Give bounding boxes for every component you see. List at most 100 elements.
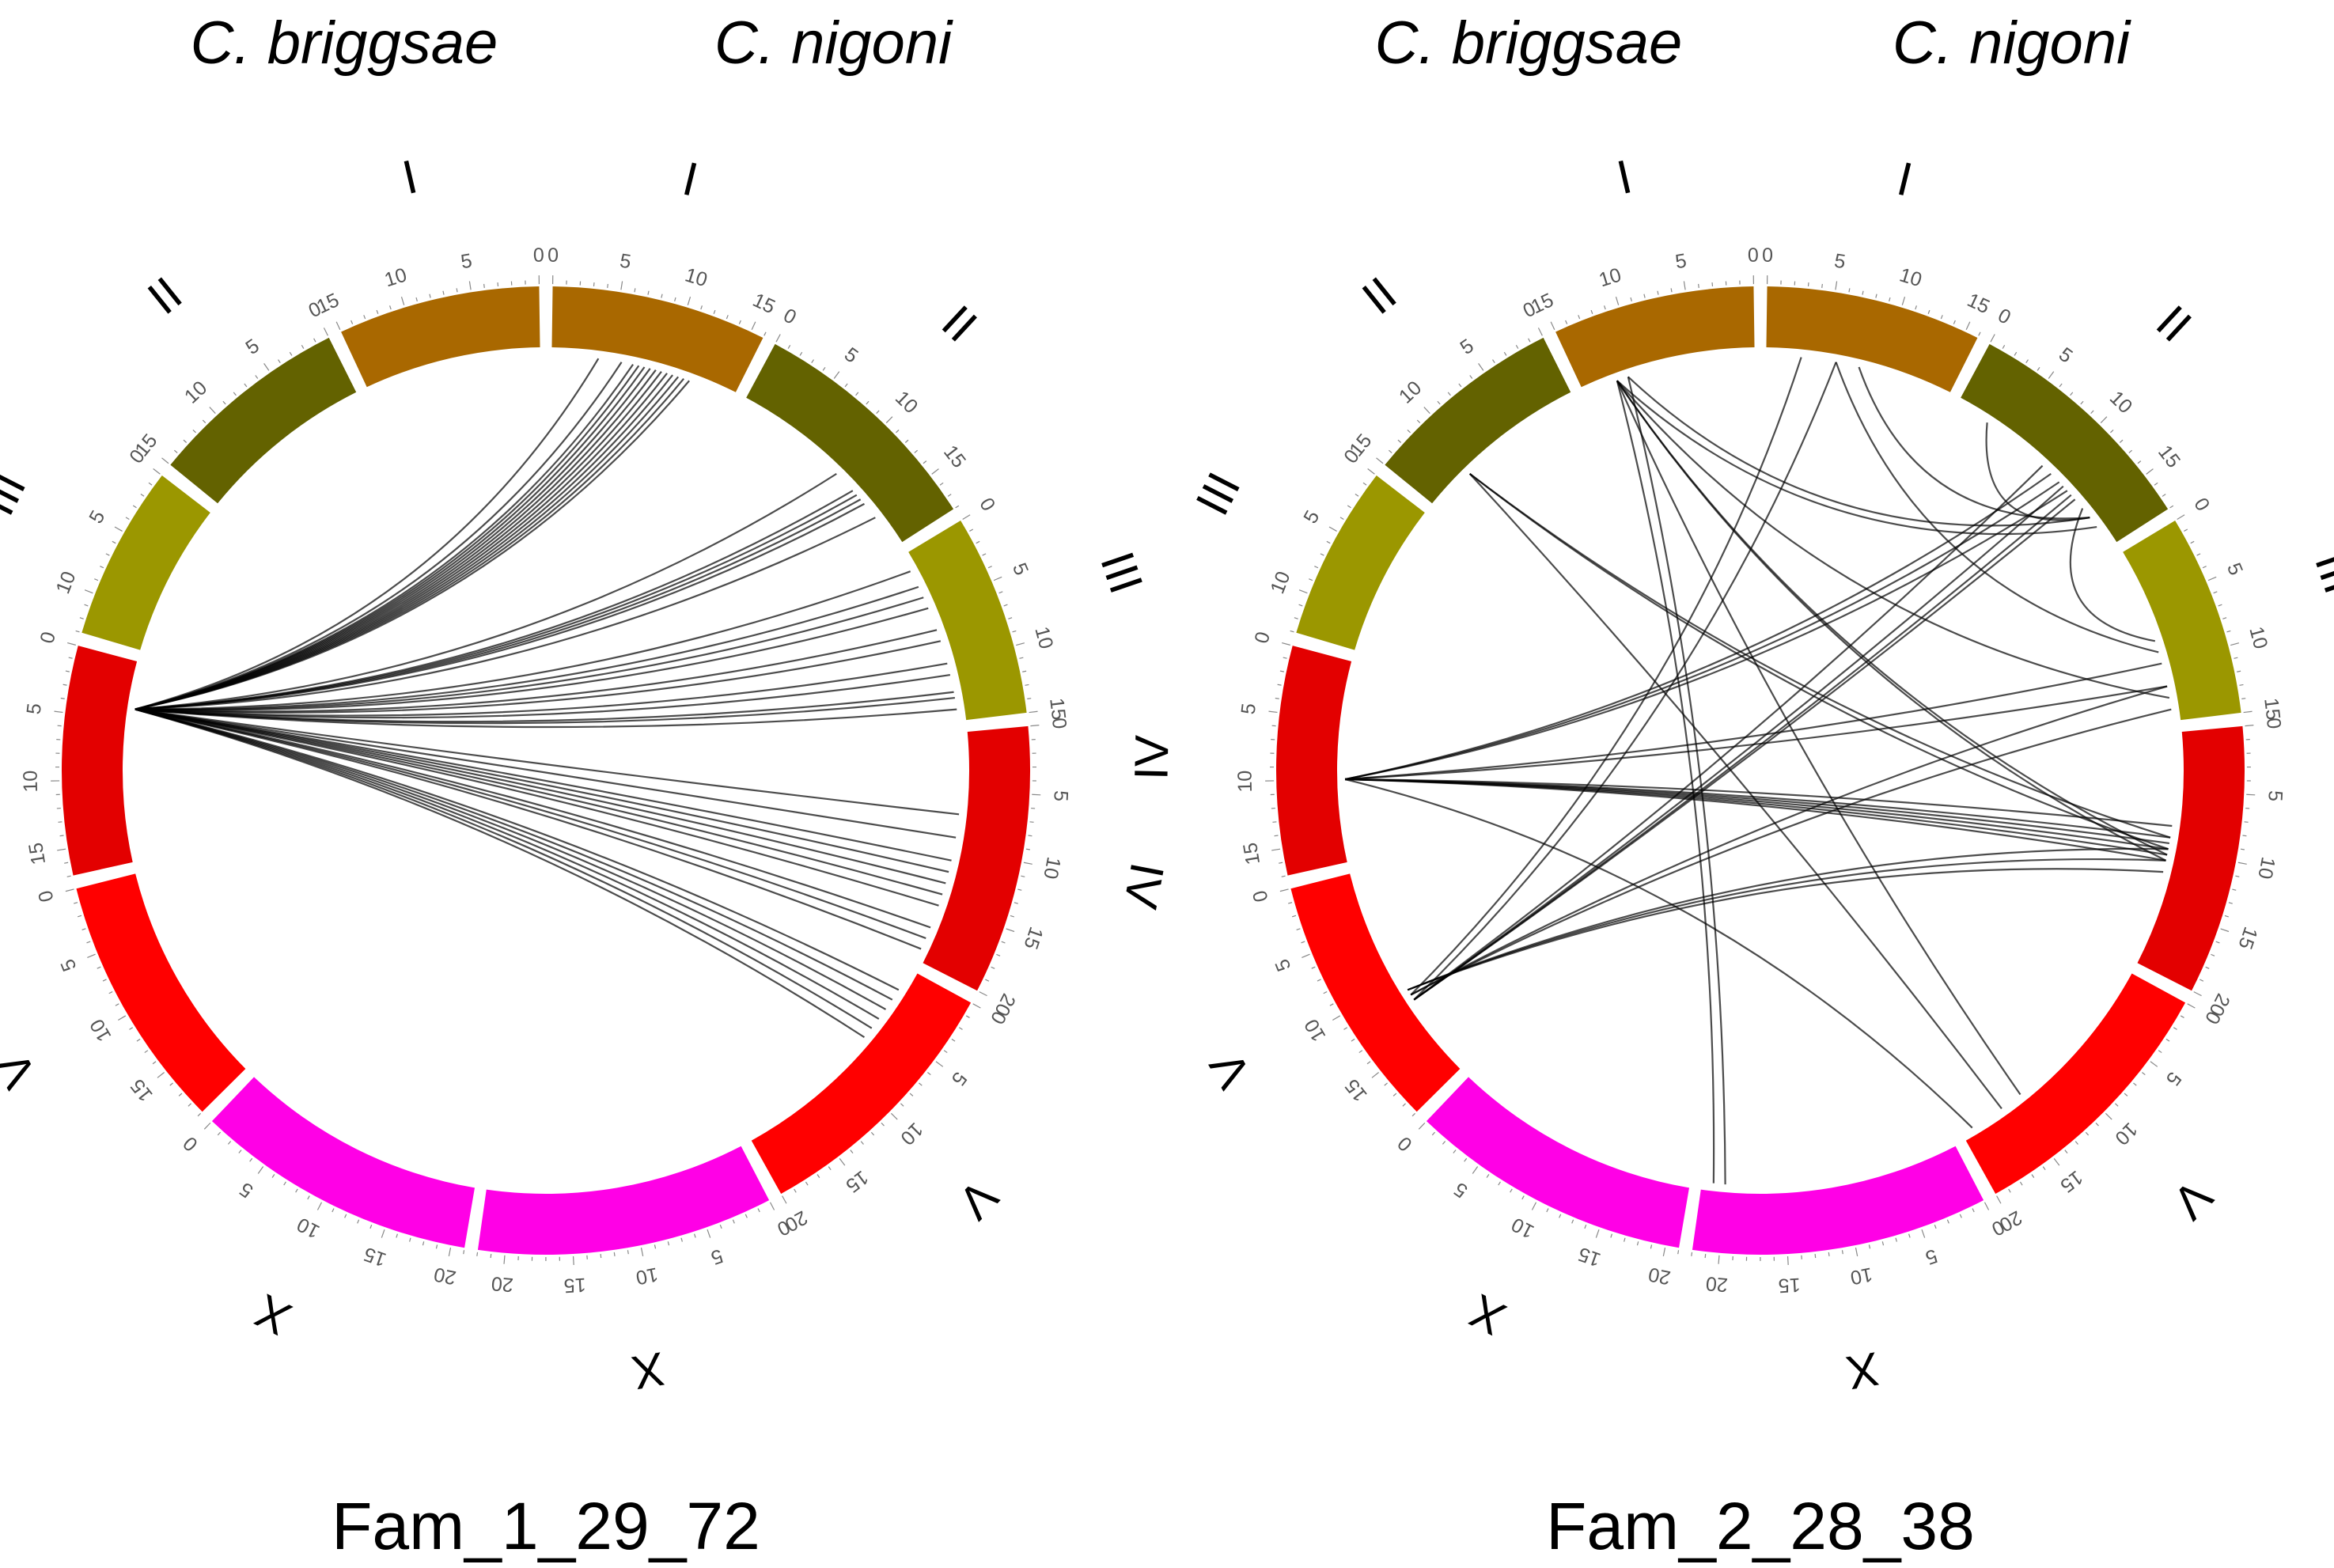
axis-tick — [183, 439, 188, 443]
synteny-link — [135, 708, 922, 950]
axis-tick — [1008, 617, 1013, 619]
axis-tick — [332, 1208, 335, 1213]
axis-tick — [295, 1188, 298, 1193]
tick-label: 5 — [840, 343, 862, 368]
links — [1344, 357, 2173, 1185]
tick-label: 10 — [1233, 770, 1256, 792]
synteny-link — [1344, 472, 2052, 781]
axis-tick — [381, 1229, 385, 1238]
axis-tick — [136, 1038, 141, 1042]
axis-tick — [2115, 1103, 2119, 1107]
synteny-link — [2069, 508, 2156, 642]
axis-tick — [1786, 1256, 1789, 1266]
synteny-link — [135, 607, 929, 711]
axis-tick — [885, 416, 893, 423]
axis-tick — [1472, 1166, 1479, 1174]
axis-tick — [1546, 1208, 1549, 1213]
synteny-link — [1413, 362, 1837, 1001]
axis-tick — [2002, 344, 2006, 349]
axis-tick — [2235, 875, 2240, 877]
tick-label: 15 — [25, 841, 50, 866]
synteny-link — [135, 708, 866, 1039]
axis-tick — [1662, 1247, 1666, 1256]
axis-tick — [1320, 553, 1324, 556]
synteny-link — [135, 472, 837, 710]
axis-tick — [188, 1103, 191, 1107]
tick-label: 10 — [1395, 377, 1426, 407]
tick-label: 0 — [548, 244, 559, 267]
axis-tick — [1821, 283, 1823, 289]
chromosome-segment-iv-nigoni — [923, 725, 1030, 991]
axis-tick — [2080, 400, 2084, 405]
axis-tick — [1453, 1149, 1457, 1153]
axis-tick — [1030, 725, 1040, 727]
species-label-left: C. briggsae — [1375, 9, 1683, 77]
axis-tick — [2190, 540, 2195, 544]
axis-tick — [233, 392, 237, 396]
axis-tick — [1469, 375, 1473, 379]
axis-tick — [1358, 1050, 1363, 1054]
axis-tick — [173, 449, 178, 453]
axis-tick — [931, 468, 939, 475]
axis-tick — [2239, 684, 2244, 686]
axis-tick — [257, 1166, 264, 1174]
axis-tick — [667, 1241, 670, 1246]
synteny-link — [1345, 685, 2168, 781]
tick-label: 15 — [361, 1243, 389, 1271]
synteny-link — [135, 358, 600, 710]
chromosome-segment-x-nigoni — [1692, 1146, 1984, 1255]
synteny-link — [1858, 366, 2090, 520]
axis-tick — [2048, 371, 2055, 379]
axis-tick — [2137, 460, 2142, 464]
axis-tick — [1814, 1254, 1817, 1259]
chromosome-segment-iii-nigoni — [2123, 521, 2241, 721]
axis-tick — [1683, 281, 1686, 290]
axis-tick — [951, 1038, 956, 1042]
chromosome-label-iii: III — [1185, 464, 1250, 524]
axis-tick — [2173, 1027, 2177, 1030]
axis-tick — [203, 1122, 211, 1130]
axis-tick — [1351, 1038, 1355, 1042]
axis-tick — [105, 553, 110, 556]
axis-tick — [1022, 670, 1027, 672]
axis-tick — [2064, 1149, 2068, 1153]
axis-tick — [763, 331, 767, 336]
axis-tick — [904, 439, 909, 443]
axis-tick — [65, 670, 70, 672]
chromosome-segment-x-briggsae — [211, 1077, 476, 1248]
synteny-link — [135, 517, 876, 710]
tick-label: 15 — [1239, 841, 1264, 866]
axis-tick — [1636, 1241, 1639, 1246]
axis-tick — [979, 991, 987, 997]
axis-tick — [148, 482, 153, 486]
axis-tick — [2240, 848, 2245, 850]
axis-tick — [694, 1233, 696, 1238]
axis-tick — [1868, 1244, 1871, 1249]
species-label-left: C. briggsae — [191, 9, 498, 77]
tick-label: 5 — [459, 250, 473, 274]
axis-tick — [900, 1103, 904, 1107]
axis-tick — [2128, 449, 2133, 453]
synteny-link — [135, 708, 960, 816]
synteny-link — [1413, 464, 2044, 1001]
tick-label: 5 — [1271, 956, 1295, 974]
chromosome-label-ii: II — [138, 267, 191, 324]
axis-tick — [1559, 1214, 1562, 1218]
tick-label: 10 — [180, 377, 211, 407]
chromosome-label-iii: III — [2305, 545, 2334, 600]
axis-tick — [1298, 604, 1303, 607]
tick-label: 10 — [294, 1213, 324, 1243]
axis-tick — [118, 1015, 127, 1021]
axis-tick — [2008, 1188, 2011, 1193]
axis-tick — [987, 566, 992, 569]
synteny-link — [135, 673, 951, 719]
axis-tick — [860, 1141, 864, 1145]
axis-tick — [335, 321, 341, 330]
axis-tick — [87, 953, 96, 958]
axis-tick — [1384, 1082, 1388, 1086]
axis-tick — [1578, 315, 1581, 320]
axis-tick — [60, 697, 65, 699]
axis-tick — [1959, 1214, 1962, 1218]
axis-tick — [2211, 953, 2215, 956]
axis-tick — [476, 1252, 479, 1256]
